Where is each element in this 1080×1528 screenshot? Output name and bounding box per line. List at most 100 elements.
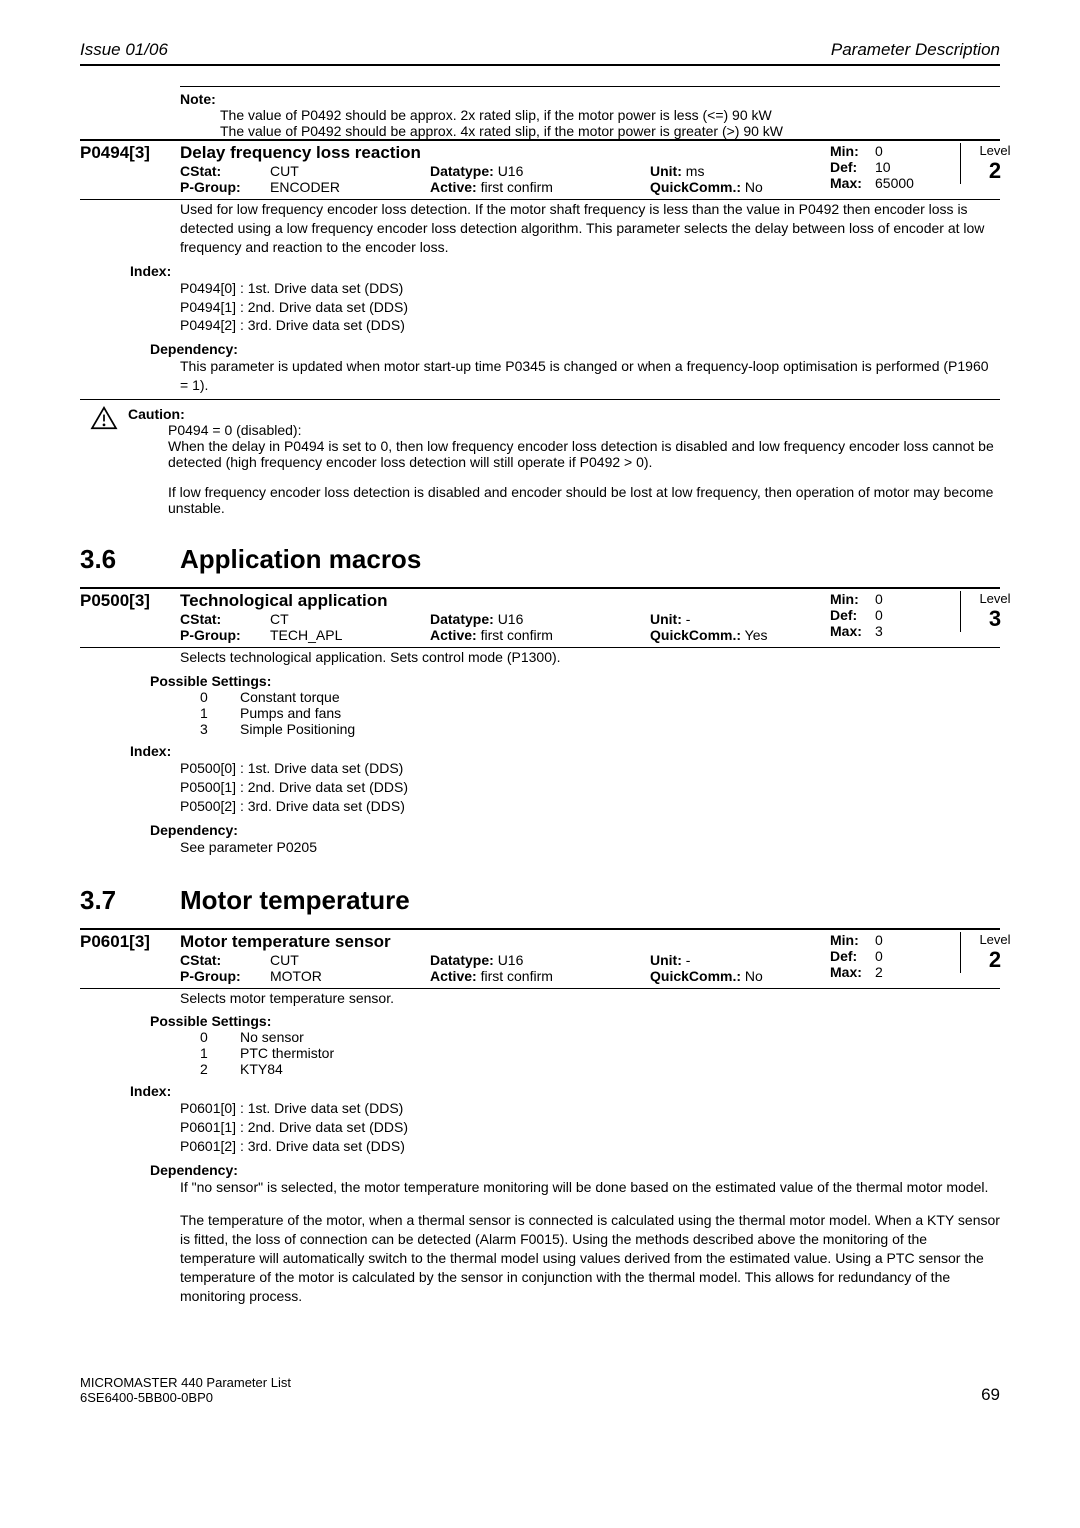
caution-text: When the delay in P0494 is set to 0, the… <box>168 438 1000 470</box>
min-label: Min: <box>830 143 875 159</box>
setting-key: 0 <box>200 1029 240 1045</box>
cstat-label: CStat: <box>180 163 221 179</box>
possible-settings-label: Possible Settings: <box>150 1013 1000 1029</box>
def-label: Def: <box>830 159 875 175</box>
index-item: P0601[1] : 2nd. Drive data set (DDS) <box>180 1118 1000 1137</box>
caution-label: Caution: <box>128 406 1000 422</box>
setting-row: 2KTY84 <box>200 1061 1000 1077</box>
section-number: 3.6 <box>80 544 180 575</box>
max-label: Max: <box>830 964 875 980</box>
param-title: Delay frequency loss reaction <box>180 143 830 163</box>
param-main: Technological application CStat: CT Data… <box>180 591 830 643</box>
min-value: 0 <box>875 591 883 607</box>
pgroup-value: TECH_APL <box>270 627 430 643</box>
dependency-label: Dependency: <box>150 341 1000 357</box>
dependency-label: Dependency: <box>150 822 1000 838</box>
pgroup-value: ENCODER <box>270 179 430 195</box>
setting-value: No sensor <box>240 1029 304 1045</box>
setting-row: 1Pumps and fans <box>200 705 1000 721</box>
level-value: 3 <box>965 606 1025 632</box>
setting-value: Simple Positioning <box>240 721 355 737</box>
pgroup-value: MOTOR <box>270 968 430 984</box>
def-value: 0 <box>875 948 883 964</box>
index-item: P0500[2] : 3rd. Drive data set (DDS) <box>180 797 1000 816</box>
index-item: P0601[0] : 1st. Drive data set (DDS) <box>180 1099 1000 1118</box>
level-box: Level 2 <box>960 143 1029 184</box>
quickcomm-value: No <box>745 968 763 984</box>
cstat-value: CUT <box>270 952 430 968</box>
min-label: Min: <box>830 932 875 948</box>
setting-key: 2 <box>200 1061 240 1077</box>
note-label: Note: <box>180 91 1000 107</box>
index-item: P0500[0] : 1st. Drive data set (DDS) <box>180 759 1000 778</box>
quickcomm-label: QuickComm.: <box>650 179 741 195</box>
index-item: P0494[1] : 2nd. Drive data set (DDS) <box>180 298 1000 317</box>
section-3-6: 3.6 Application macros <box>80 544 1000 575</box>
param-title: Technological application <box>180 591 830 611</box>
level-label: Level <box>965 932 1025 947</box>
def-value: 0 <box>875 607 883 623</box>
active-value: first confirm <box>481 179 553 195</box>
dependency-text: The temperature of the motor, when a the… <box>180 1211 1000 1305</box>
quickcomm-value: Yes <box>745 627 768 643</box>
pgroup-label: P-Group: <box>180 968 241 984</box>
unit-label: Unit: <box>650 952 682 968</box>
setting-value: Pumps and fans <box>240 705 341 721</box>
active-label: Active: <box>430 179 477 195</box>
cstat-value: CUT <box>270 163 430 179</box>
active-value: first confirm <box>481 968 553 984</box>
dependency-label: Dependency: <box>150 1162 1000 1178</box>
level-value: 2 <box>965 947 1025 973</box>
quickcomm-label: QuickComm.: <box>650 627 741 643</box>
min-value: 0 <box>875 932 883 948</box>
max-value: 65000 <box>875 175 914 191</box>
pgroup-label: P-Group: <box>180 627 241 643</box>
index-label: Index: <box>130 743 1000 759</box>
footer-line1: MICROMASTER 440 Parameter List <box>80 1375 291 1390</box>
setting-value: PTC thermistor <box>240 1045 334 1061</box>
setting-row: 0Constant torque <box>200 689 1000 705</box>
min-value: 0 <box>875 143 883 159</box>
setting-value: KTY84 <box>240 1061 283 1077</box>
header-right: Parameter Description <box>831 40 1000 60</box>
max-label: Max: <box>830 623 875 639</box>
param-desc: Selects technological application. Sets … <box>180 648 1000 667</box>
minmax-block: Min:0 Def:0 Max:3 <box>830 591 960 639</box>
level-box: Level 3 <box>960 591 1029 632</box>
datatype-label: Datatype: <box>430 611 494 627</box>
section-number: 3.7 <box>80 885 180 916</box>
caution-text: P0494 = 0 (disabled): <box>168 422 1000 438</box>
param-desc: Used for low frequency encoder loss dete… <box>180 200 1000 257</box>
param-id: P0601[3] <box>80 932 180 952</box>
cstat-label: CStat: <box>180 952 221 968</box>
header-left: Issue 01/06 <box>80 40 168 60</box>
param-title: Motor temperature sensor <box>180 932 830 952</box>
index-label: Index: <box>130 1083 1000 1099</box>
level-label: Level <box>965 591 1025 606</box>
unit-value: ms <box>686 163 705 179</box>
datatype-label: Datatype: <box>430 952 494 968</box>
section-title: Motor temperature <box>180 885 410 916</box>
footer-line2: 6SE6400-5BB00-0BP0 <box>80 1390 291 1405</box>
unit-label: Unit: <box>650 163 682 179</box>
quickcomm-value: No <box>745 179 763 195</box>
unit-value: - <box>686 611 691 627</box>
param-id: P0500[3] <box>80 591 180 611</box>
param-header-p0601: P0601[3] Motor temperature sensor CStat:… <box>80 928 1000 989</box>
min-label: Min: <box>830 591 875 607</box>
setting-value: Constant torque <box>240 689 340 705</box>
setting-row: 0No sensor <box>200 1029 1000 1045</box>
page-number: 69 <box>981 1385 1000 1405</box>
warning-icon <box>90 406 118 430</box>
unit-label: Unit: <box>650 611 682 627</box>
max-value: 2 <box>875 964 883 980</box>
setting-key: 1 <box>200 705 240 721</box>
param-header-p0494: P0494[3] Delay frequency loss reaction C… <box>80 139 1000 200</box>
pgroup-label: P-Group: <box>180 179 241 195</box>
active-value: first confirm <box>481 627 553 643</box>
setting-key: 0 <box>200 689 240 705</box>
note-line: The value of P0492 should be approx. 4x … <box>220 123 1000 139</box>
active-label: Active: <box>430 968 477 984</box>
index-item: P0494[2] : 3rd. Drive data set (DDS) <box>180 316 1000 335</box>
index-item: P0500[1] : 2nd. Drive data set (DDS) <box>180 778 1000 797</box>
